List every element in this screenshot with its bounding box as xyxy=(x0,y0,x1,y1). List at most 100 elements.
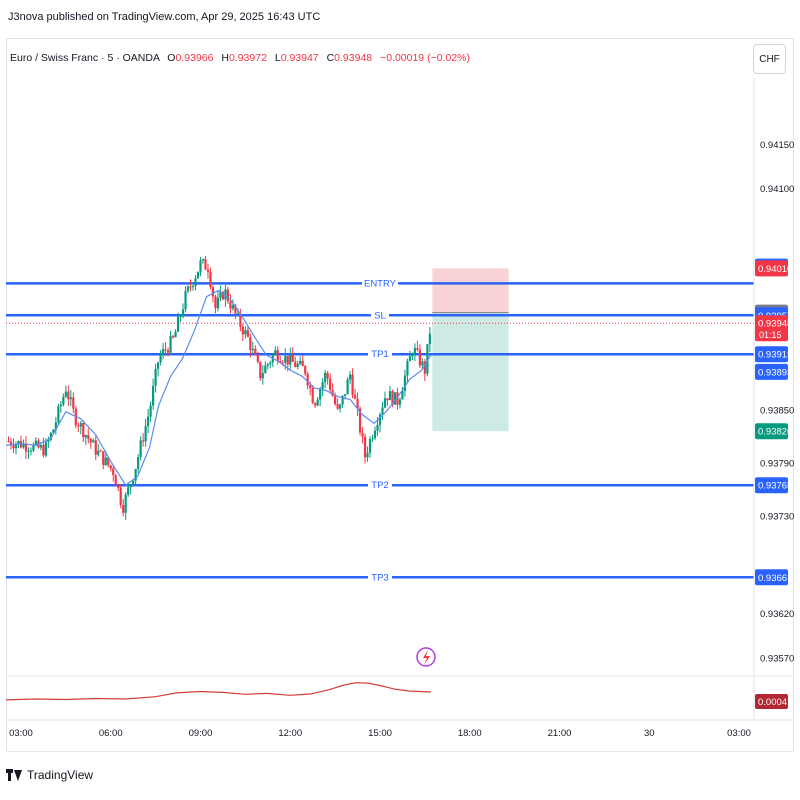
candle-body xyxy=(64,391,67,397)
candle-body xyxy=(211,287,215,297)
price-badge xyxy=(755,363,788,380)
candle-body xyxy=(406,361,409,376)
candle-body xyxy=(339,404,342,409)
candle-body xyxy=(89,438,92,443)
candle-body xyxy=(244,330,247,335)
candle-body xyxy=(24,443,28,452)
candle-body xyxy=(299,360,302,364)
close-value: 0.93948 xyxy=(334,52,373,64)
oscillator-badge xyxy=(755,694,788,709)
countdown-label: 01:15 xyxy=(759,330,782,340)
time-tick-label: 03:00 xyxy=(727,728,751,739)
low-label: L xyxy=(274,52,281,64)
candle-body xyxy=(117,484,120,488)
price-badge xyxy=(755,423,788,440)
candle-body xyxy=(176,316,180,332)
lightning-icon[interactable] xyxy=(416,647,436,667)
candle-body xyxy=(353,394,357,399)
candle-body xyxy=(99,450,102,452)
price-axis[interactable]: 0.94150 0.94100 0.93850 0.93790 0.93730 0.936… xyxy=(753,78,794,720)
candle-body xyxy=(206,269,210,272)
currency-button[interactable]: CHF xyxy=(753,44,786,74)
publish-caption: J3nova published on TradingView.com, Apr… xyxy=(8,11,321,23)
symbol-name[interactable]: Euro / Swiss Franc · 5 · OANDA xyxy=(10,52,160,64)
candle-body xyxy=(59,404,62,407)
candle-body xyxy=(251,348,254,351)
candle-body xyxy=(194,278,197,287)
candle-body xyxy=(199,260,202,272)
candle-body xyxy=(256,354,259,362)
price-badge-label: 0.93913 xyxy=(758,350,792,361)
level-label-bg xyxy=(368,478,392,491)
candle-body xyxy=(294,361,297,367)
price-tick-label: 0.93570 xyxy=(760,653,794,664)
oscillator-pane xyxy=(5,675,794,701)
candle-body xyxy=(343,394,347,396)
candles xyxy=(7,256,431,521)
price-tick-label: 0.93730 xyxy=(760,512,794,523)
candle-body xyxy=(341,395,344,405)
candle-body xyxy=(291,354,294,362)
change-value: −0.00019 (−0.02%) xyxy=(380,52,470,64)
price-badge xyxy=(755,569,788,586)
low-value: 0.93947 xyxy=(280,52,319,64)
candle-body xyxy=(274,350,277,356)
price-badge xyxy=(755,315,788,342)
candle-body xyxy=(72,397,75,409)
candle-body xyxy=(69,397,72,400)
candle-body xyxy=(9,441,13,446)
level-label-tp1: TP1 xyxy=(371,349,388,360)
candle-body xyxy=(334,395,337,405)
tradingview-brand[interactable]: TradingView xyxy=(6,768,93,782)
candle-body xyxy=(401,390,404,400)
position-tool[interactable] xyxy=(432,268,509,432)
price-tick-label: 0.94100 xyxy=(760,184,794,195)
price-tick-label: 0.94150 xyxy=(760,140,794,151)
candle-body xyxy=(286,355,289,365)
price-tick-label: 0.93850 xyxy=(760,405,794,416)
candle-body xyxy=(281,362,284,364)
candle-body xyxy=(306,373,309,386)
candle-body xyxy=(112,468,115,476)
candle-body xyxy=(156,362,160,369)
candle-body xyxy=(137,456,140,469)
candle-body xyxy=(411,355,414,357)
price-badge xyxy=(755,260,788,277)
candle-body xyxy=(426,344,429,374)
time-tick-label: 21:00 xyxy=(548,728,572,739)
open-label: O xyxy=(167,52,176,64)
candle-body xyxy=(408,356,412,362)
candle-body xyxy=(189,286,192,288)
candle-body xyxy=(279,360,282,363)
candle-body xyxy=(17,440,20,445)
candle-body xyxy=(87,435,90,439)
candle-body xyxy=(309,385,312,388)
candle-body xyxy=(164,349,167,351)
candle-body xyxy=(79,423,82,427)
candle-body xyxy=(181,309,185,316)
price-badge-label: 0.93948 xyxy=(758,319,792,330)
candle-body xyxy=(34,440,38,445)
candle-body xyxy=(196,271,200,279)
candle-body xyxy=(324,372,327,383)
time-axis[interactable]: 03:00 06:00 09:00 12:00 15:00 18:00 21:00 30 03:… xyxy=(6,719,794,739)
candle-body xyxy=(361,432,364,437)
candle-body xyxy=(403,375,407,391)
candle-body xyxy=(221,292,225,300)
candle-body xyxy=(351,374,354,395)
candle-body xyxy=(231,305,234,309)
candle-body xyxy=(67,391,70,400)
candle-body xyxy=(396,392,399,405)
candle-body xyxy=(134,468,137,481)
candle-body xyxy=(363,436,367,458)
high-value: 0.93972 xyxy=(228,52,267,64)
candle-body xyxy=(57,406,60,423)
brand-label: TradingView xyxy=(27,768,94,782)
candle-body xyxy=(127,487,130,495)
candle-body xyxy=(104,457,107,465)
candle-body xyxy=(259,361,262,379)
candle-body xyxy=(159,355,162,363)
time-tick-label: 03:00 xyxy=(9,728,33,739)
candle-body xyxy=(428,333,431,345)
